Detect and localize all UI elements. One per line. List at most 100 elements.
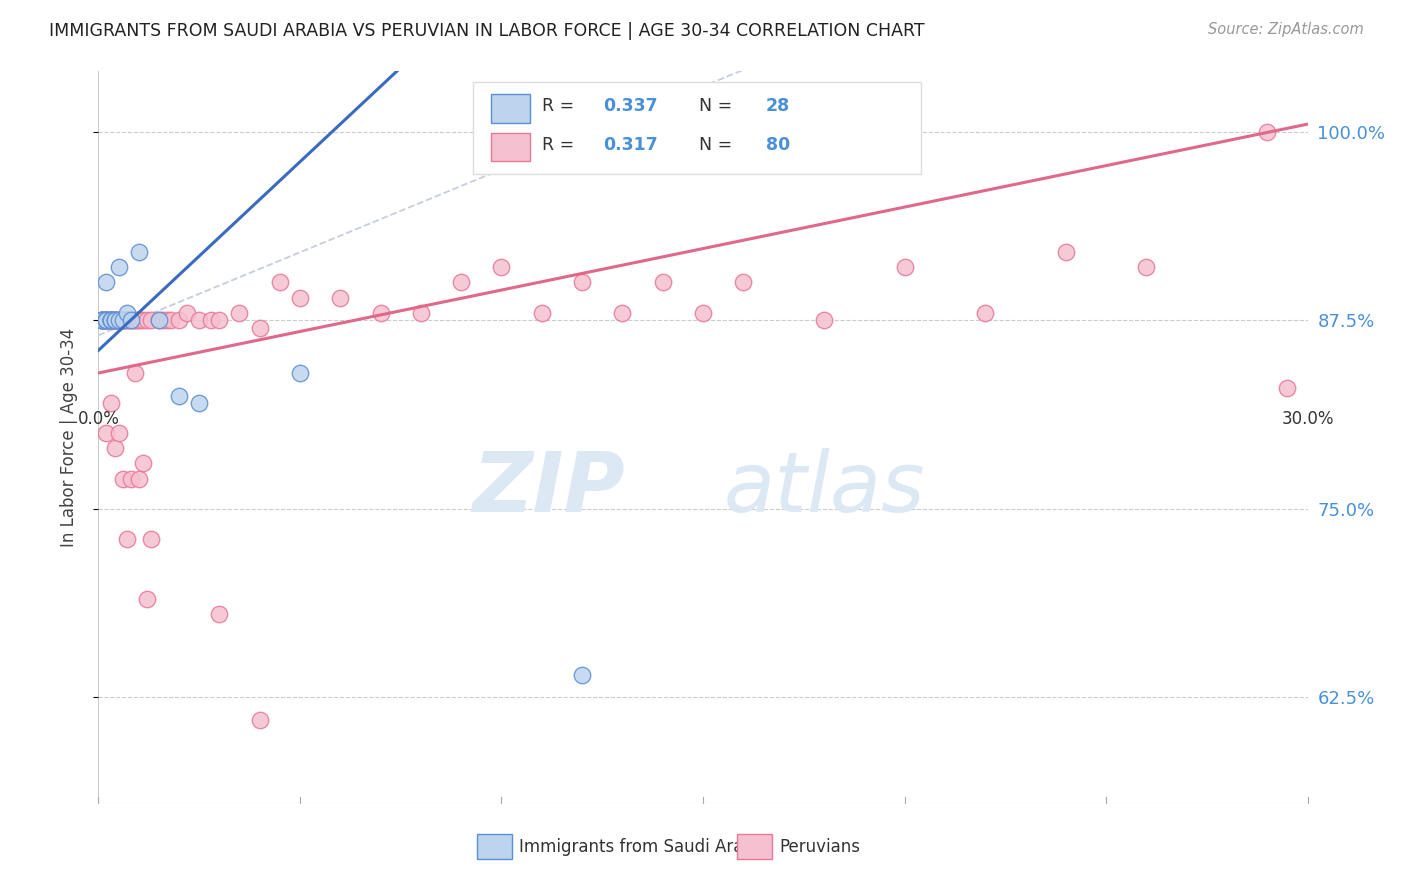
Point <box>132 457 155 471</box>
Point <box>128 245 150 260</box>
Point <box>103 313 125 327</box>
Point <box>100 313 122 327</box>
Point <box>651 276 673 290</box>
Point <box>103 313 125 327</box>
Point <box>91 313 114 327</box>
Point <box>96 313 118 327</box>
Point <box>128 471 150 485</box>
Point <box>167 313 190 327</box>
Point <box>249 320 271 334</box>
Text: 0.337: 0.337 <box>603 97 657 115</box>
Point <box>450 276 472 290</box>
Point <box>160 313 183 327</box>
Point <box>107 313 129 327</box>
Point <box>96 313 118 327</box>
Point <box>111 313 134 327</box>
Point <box>96 313 118 327</box>
Point <box>128 313 150 327</box>
Point <box>103 442 125 456</box>
Point <box>111 313 134 327</box>
Point <box>124 313 146 327</box>
Point <box>1054 245 1077 260</box>
Point <box>329 291 352 305</box>
Point <box>100 313 122 327</box>
Point <box>96 313 118 327</box>
Point <box>107 426 129 441</box>
Text: IMMIGRANTS FROM SAUDI ARABIA VS PERUVIAN IN LABOR FORCE | AGE 30-34 CORRELATION : IMMIGRANTS FROM SAUDI ARABIA VS PERUVIAN… <box>49 22 925 40</box>
Point <box>733 276 755 290</box>
Point <box>152 313 174 327</box>
Point <box>176 306 198 320</box>
Text: N =: N = <box>699 136 738 153</box>
Point <box>288 291 311 305</box>
Point <box>100 313 122 327</box>
FancyBboxPatch shape <box>477 834 512 859</box>
Text: R =: R = <box>543 97 579 115</box>
Point <box>139 532 162 546</box>
Text: 28: 28 <box>766 97 790 115</box>
Text: 80: 80 <box>766 136 790 153</box>
Point <box>120 313 142 327</box>
Point <box>103 313 125 327</box>
Point <box>100 313 122 327</box>
Point <box>115 313 138 327</box>
Point <box>91 313 114 327</box>
Point <box>103 313 125 327</box>
Point <box>612 306 634 320</box>
Point <box>135 313 157 327</box>
Point <box>100 313 122 327</box>
Point <box>111 313 134 327</box>
Point <box>103 313 125 327</box>
Point <box>208 313 231 327</box>
Point <box>96 276 118 290</box>
Text: 0.317: 0.317 <box>603 136 658 153</box>
Point <box>530 306 553 320</box>
Point <box>124 366 146 380</box>
Point <box>103 313 125 327</box>
Point <box>132 313 155 327</box>
Point <box>91 313 114 327</box>
Point <box>1256 125 1278 139</box>
Point <box>148 313 170 327</box>
Point <box>269 276 291 290</box>
Text: R =: R = <box>543 136 579 153</box>
Point <box>96 313 118 327</box>
Point <box>491 125 513 139</box>
Text: Source: ZipAtlas.com: Source: ZipAtlas.com <box>1208 22 1364 37</box>
Point <box>107 313 129 327</box>
Text: 30.0%: 30.0% <box>1281 410 1334 428</box>
Point <box>100 313 122 327</box>
Point <box>188 396 211 410</box>
Point <box>91 313 114 327</box>
Point <box>692 306 714 320</box>
Point <box>228 306 250 320</box>
Point <box>120 471 142 485</box>
Point <box>139 313 162 327</box>
Point <box>107 313 129 327</box>
FancyBboxPatch shape <box>492 133 530 161</box>
Point <box>135 592 157 607</box>
Point <box>107 313 129 327</box>
Point <box>491 260 513 275</box>
Point <box>188 313 211 327</box>
Point <box>107 260 129 275</box>
Point <box>96 426 118 441</box>
Point <box>96 313 118 327</box>
Point <box>91 313 114 327</box>
Point <box>115 313 138 327</box>
Point <box>128 313 150 327</box>
Point <box>1135 260 1157 275</box>
Point <box>571 276 593 290</box>
Point <box>103 313 125 327</box>
Point <box>100 313 122 327</box>
Point <box>208 607 231 622</box>
FancyBboxPatch shape <box>492 95 530 123</box>
Point <box>893 260 915 275</box>
Point <box>813 313 835 327</box>
Point <box>115 532 138 546</box>
Text: Peruvians: Peruvians <box>779 838 860 855</box>
Point <box>1277 381 1299 395</box>
Point <box>120 313 142 327</box>
Point <box>156 313 179 327</box>
Point <box>100 313 122 327</box>
